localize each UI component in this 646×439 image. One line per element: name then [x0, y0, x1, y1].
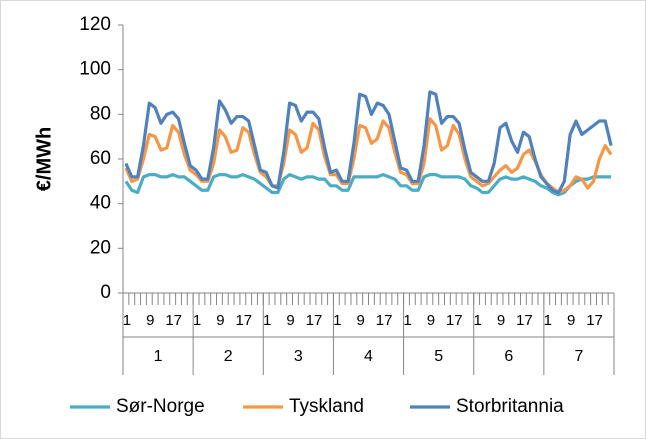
legend-label: Storbritannia	[456, 396, 564, 417]
x-tick-label: 1	[263, 312, 271, 329]
series-line	[124, 90, 613, 195]
x-tick-label: 1	[333, 312, 341, 329]
y-axis-label: €/MWh	[33, 127, 55, 191]
x-tick-label: 1	[193, 312, 201, 329]
x-tick-label: 9	[497, 312, 505, 329]
group-label: 6	[504, 348, 513, 365]
x-tick-label: 17	[446, 312, 463, 329]
x-tick-label: 1	[473, 312, 481, 329]
x-tick-label: 9	[427, 312, 435, 329]
x-tick-label: 17	[306, 312, 323, 329]
x-tick-label: 1	[123, 312, 131, 329]
y-tick-label: 60	[90, 148, 111, 169]
x-tick-label: 17	[586, 312, 603, 329]
series-line	[124, 173, 612, 197]
group-label: 4	[364, 348, 373, 365]
y-tick-label: 120	[79, 14, 111, 35]
group-label: 7	[574, 348, 583, 365]
x-tick-label: 17	[235, 312, 252, 329]
y-tick-label: 0	[100, 282, 111, 303]
x-tick-label: 1	[403, 312, 411, 329]
x-tick-label: 1	[544, 312, 552, 329]
group-label: 2	[224, 348, 233, 365]
x-tick-label: 17	[165, 312, 182, 329]
x-tick-label: 17	[376, 312, 393, 329]
x-tick-label: 17	[516, 312, 533, 329]
x-tick-label: 9	[567, 312, 575, 329]
x-tick-label: 9	[357, 312, 365, 329]
group-label: 1	[154, 348, 163, 365]
group-label: 5	[434, 348, 443, 365]
x-tick-label: 9	[216, 312, 224, 329]
y-tick-label: 80	[90, 103, 111, 124]
y-tick-label: 40	[90, 193, 111, 214]
x-tick-label: 9	[146, 312, 154, 329]
group-label: 3	[294, 348, 303, 365]
legend-label: Sør-Norge	[116, 396, 205, 417]
y-tick-label: 20	[90, 237, 111, 258]
legend-label: Tyskland	[289, 396, 364, 417]
y-tick-label: 100	[79, 59, 111, 80]
series-line	[124, 117, 613, 195]
x-tick-label: 9	[286, 312, 294, 329]
